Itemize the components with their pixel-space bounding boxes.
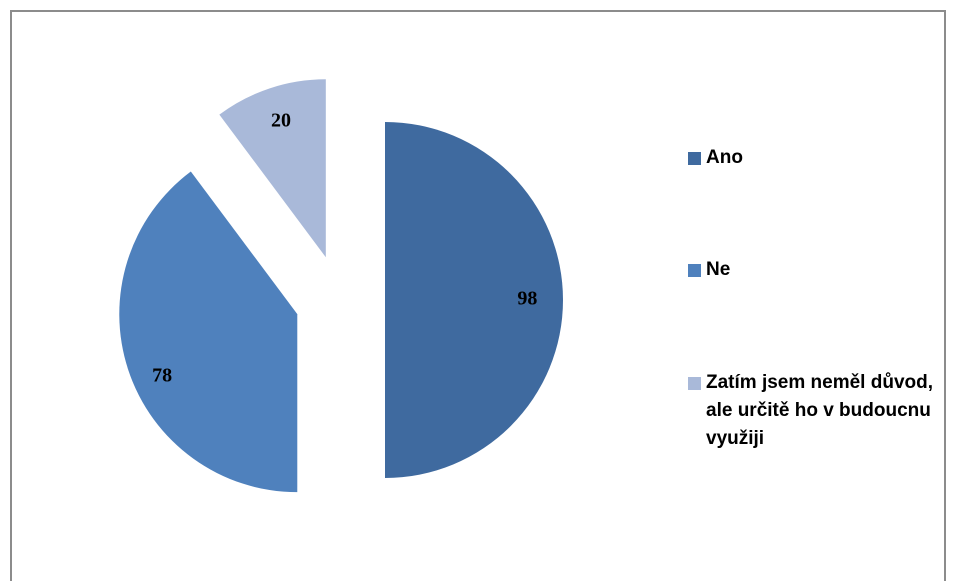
legend-item: Ano (688, 144, 938, 172)
pie-slice (385, 122, 563, 478)
data-label: 78 (152, 365, 172, 387)
legend-swatch (688, 264, 701, 277)
data-label: 98 (517, 288, 537, 310)
legend-swatch (688, 152, 701, 165)
legend-label: Ne (706, 259, 731, 280)
legend-label: Ano (706, 147, 743, 168)
data-label: 20 (271, 110, 291, 132)
legend-swatch (688, 377, 701, 390)
pie-slice (119, 171, 298, 493)
legend-item: Zatím jsem neměl důvod, ale určitě ho v … (688, 369, 938, 453)
pie-slice (219, 79, 326, 258)
legend-item: Ne (688, 256, 938, 284)
chart-frame (10, 10, 946, 581)
legend-label: Zatím jsem neměl důvod, ale určitě ho v … (706, 372, 933, 449)
